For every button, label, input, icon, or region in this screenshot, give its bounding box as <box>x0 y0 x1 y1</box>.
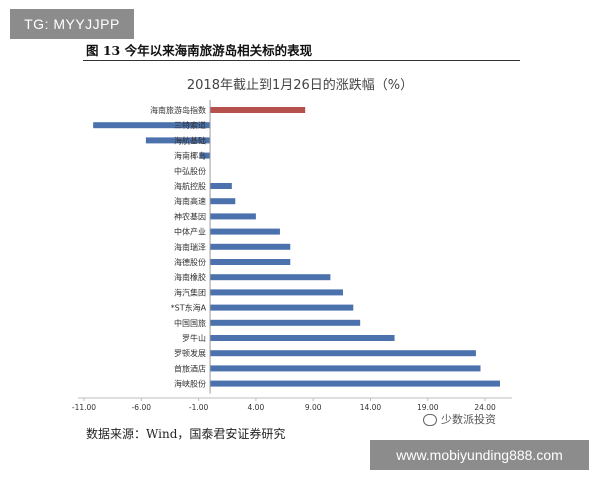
category-label: 海南椰岛 <box>174 151 206 161</box>
x-tick-label: -6.00 <box>132 403 152 412</box>
bar <box>210 243 291 250</box>
category-label: 海南橡胶 <box>174 272 206 282</box>
category-label: 海南旅游岛指数 <box>150 105 206 115</box>
category-label: 海南瑞泽 <box>174 242 206 252</box>
source-note: 数据来源：Wind，国泰君安证券研究 <box>86 427 286 441</box>
category-label: 三特索道 <box>174 120 206 130</box>
bars-layer <box>93 107 500 387</box>
wechat-watermark: 少数派投资 <box>423 411 496 427</box>
bar <box>145 137 211 144</box>
category-label: 海汽集团 <box>174 287 206 297</box>
bar <box>210 319 361 326</box>
category-label: 中国国旅 <box>174 318 206 328</box>
x-tick-label: -11.00 <box>72 403 96 412</box>
chart-title: 2018年截止到1月26日的涨跌幅（%） <box>186 78 414 93</box>
x-tick-label: 14.00 <box>360 403 382 412</box>
bar <box>210 350 476 357</box>
category-label: 中弘股份 <box>174 166 206 176</box>
bar <box>199 152 211 159</box>
bar <box>210 213 256 220</box>
watermark-bottom-right: www.mobiyunding888.com <box>370 440 589 470</box>
category-label: 罗牛山 <box>182 333 206 343</box>
category-label: 海德股份 <box>174 257 206 267</box>
bar <box>210 183 232 189</box>
bar <box>210 274 331 281</box>
bar <box>210 365 481 372</box>
category-label: 神农基因 <box>174 211 206 221</box>
wechat-watermark-text: 少数派投资 <box>441 413 496 426</box>
category-label: 罗顿发展 <box>174 348 206 358</box>
bar <box>210 335 395 341</box>
category-label: *ST东海A <box>171 303 207 313</box>
category-label: 中体产业 <box>174 227 206 237</box>
category-label: 海航控股 <box>174 181 206 191</box>
wechat-icon <box>423 414 437 426</box>
bar <box>210 289 343 296</box>
bar <box>210 304 354 311</box>
x-tick-label: 19.00 <box>417 403 439 412</box>
bar <box>210 198 236 205</box>
category-label: 海峡股份 <box>174 379 206 389</box>
x-tick-label: 24.00 <box>474 403 496 412</box>
x-axis: -11.00 -6.00 -1.00 4.00 9.00 14.00 19.00 24.00 <box>72 100 512 412</box>
title-rule <box>83 60 520 61</box>
bar <box>210 107 306 113</box>
bar <box>210 228 280 235</box>
watermark-top-left: TG: MYYJJPP <box>10 9 134 39</box>
category-label: 海航基础 <box>174 135 206 145</box>
category-labels-layer: 海南旅游岛指数三特索道海航基础海南椰岛中弘股份海航控股海南高速神农基因中体产业海… <box>150 105 207 389</box>
x-tick-label: 9.00 <box>305 403 322 412</box>
figure-title: 图 13 今年以来海南旅游岛相关标的表现 <box>86 43 313 58</box>
category-label: 海南高速 <box>174 196 206 206</box>
x-tick-label: 4.00 <box>248 403 265 412</box>
category-label: 首旅酒店 <box>174 363 206 373</box>
bar <box>210 259 291 265</box>
bar <box>210 380 500 387</box>
x-tick-label: -1.00 <box>189 403 209 412</box>
bar <box>93 122 211 129</box>
